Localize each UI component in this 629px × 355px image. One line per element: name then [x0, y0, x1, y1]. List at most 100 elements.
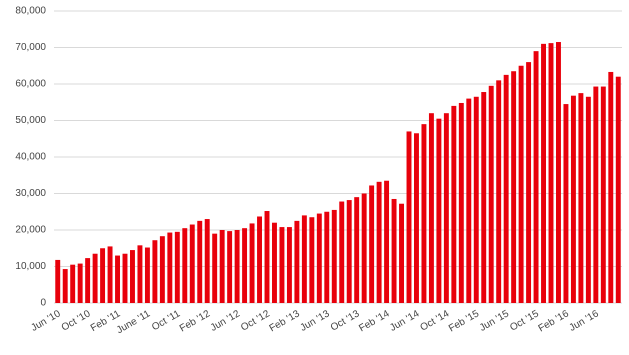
bar	[279, 227, 285, 303]
bar	[257, 216, 262, 303]
x-tick-label: Oct '11	[150, 308, 182, 333]
bar	[608, 71, 614, 303]
y-tick-label: 40,000	[15, 152, 46, 163]
bar	[286, 227, 292, 303]
bar	[548, 43, 554, 304]
bar	[301, 215, 307, 303]
x-tick-label: Feb '16	[537, 308, 571, 334]
bar	[189, 224, 195, 303]
bar	[137, 245, 143, 303]
x-tick-label: Jun '14	[388, 308, 422, 334]
bar	[174, 231, 180, 303]
bar	[212, 233, 218, 303]
bar	[107, 246, 113, 303]
bar	[436, 118, 442, 303]
y-tick-label: 20,000	[15, 225, 46, 236]
bar	[144, 247, 150, 303]
bar	[55, 259, 61, 303]
bar	[130, 250, 135, 303]
y-tick-label: 50,000	[15, 115, 46, 126]
bar	[354, 197, 360, 303]
x-tick-label: Feb '12	[178, 308, 212, 334]
bar	[391, 198, 397, 303]
x-tick-label: Jun '16	[568, 308, 602, 334]
bar	[376, 181, 382, 303]
x-tick-label: Jun '12	[209, 308, 243, 334]
bar	[242, 228, 248, 303]
x-tick-label: Oct '12	[239, 308, 272, 333]
bar	[518, 65, 524, 303]
y-tick-label: 10,000	[15, 261, 46, 272]
bar	[406, 131, 412, 303]
bar	[100, 248, 106, 303]
bar	[570, 95, 576, 304]
x-tick-label: Jun '15	[478, 308, 512, 334]
bar	[578, 93, 584, 303]
bar	[70, 264, 76, 303]
bar	[481, 92, 487, 303]
bar	[458, 102, 464, 303]
bar	[249, 223, 255, 303]
bar	[204, 219, 210, 303]
bar	[152, 240, 158, 303]
bar	[496, 80, 502, 303]
x-tick-label: Oct '13	[329, 308, 362, 333]
bar	[339, 201, 345, 303]
bar	[272, 222, 277, 303]
bar	[294, 220, 300, 303]
bar	[541, 43, 546, 303]
bar	[399, 203, 404, 303]
bar	[473, 96, 479, 304]
bar	[316, 213, 322, 303]
bar	[428, 113, 434, 303]
bar	[77, 263, 83, 303]
bar	[182, 228, 188, 303]
bar	[511, 71, 517, 303]
y-tick-label: 30,000	[15, 188, 46, 199]
bar	[414, 133, 419, 303]
x-tick-label: June '11	[115, 308, 153, 336]
bar	[62, 269, 68, 303]
bar	[167, 232, 173, 303]
bar	[346, 200, 352, 303]
x-tick-label: Feb '14	[357, 308, 391, 334]
bar	[197, 220, 203, 303]
y-tick-label: 60,000	[15, 79, 46, 90]
x-tick-label: Feb '13	[268, 308, 302, 334]
bar	[503, 74, 509, 303]
bar	[593, 86, 599, 304]
y-tick-label: 0	[40, 298, 46, 309]
bar	[384, 180, 390, 303]
x-tick-label: Oct '10	[60, 308, 93, 333]
bar	[361, 193, 367, 303]
bar	[451, 105, 457, 304]
x-tick-label: Jun '13	[298, 308, 332, 334]
x-tick-label: Oct '14	[419, 308, 452, 333]
y-tick-label: 70,000	[15, 42, 46, 53]
y-tick-label: 80,000	[15, 6, 46, 17]
bar	[85, 258, 91, 303]
bar	[466, 98, 472, 303]
bar	[600, 86, 606, 304]
bar	[443, 113, 449, 303]
bar	[324, 211, 330, 303]
bar	[585, 96, 591, 304]
bar	[227, 231, 233, 303]
bar	[159, 236, 165, 303]
bar	[264, 211, 270, 303]
x-tick-label: Oct '15	[508, 308, 541, 333]
bar	[533, 51, 539, 304]
bar	[219, 230, 225, 303]
bar	[122, 253, 128, 303]
bar	[331, 209, 337, 303]
x-tick-label: Jun '10	[29, 308, 63, 334]
bar	[526, 62, 532, 303]
bar	[488, 85, 494, 303]
bar	[309, 217, 315, 303]
bar	[556, 42, 561, 304]
bar	[92, 253, 98, 303]
bar	[115, 255, 120, 303]
bar	[421, 124, 427, 304]
